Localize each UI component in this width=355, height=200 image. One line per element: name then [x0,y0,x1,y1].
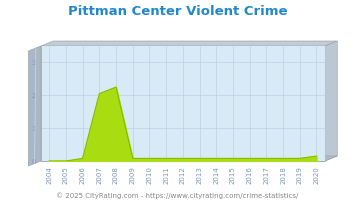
Text: Pittman Center Violent Crime: Pittman Center Violent Crime [68,5,287,18]
Text: © 2025 CityRating.com - https://www.cityrating.com/crime-statistics/: © 2025 CityRating.com - https://www.city… [56,192,299,199]
